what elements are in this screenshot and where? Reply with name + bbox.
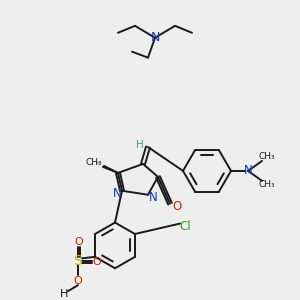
Text: O: O [172,200,182,213]
Text: Cl: Cl [179,220,191,233]
Text: N: N [148,191,158,204]
Text: CH₃: CH₃ [259,180,275,189]
Text: N: N [112,187,122,200]
Text: CH₃: CH₃ [259,152,275,161]
Text: O: O [74,276,82,286]
Text: S: S [74,254,82,268]
Text: methyl: methyl [96,162,101,163]
Text: H: H [136,140,144,150]
Text: O: O [93,257,101,267]
Text: N: N [150,31,160,44]
Text: methyl: methyl [96,162,100,164]
Text: N: N [244,164,252,177]
Text: H: H [60,289,68,299]
Text: O: O [75,237,83,248]
Text: CH₃: CH₃ [86,158,102,167]
